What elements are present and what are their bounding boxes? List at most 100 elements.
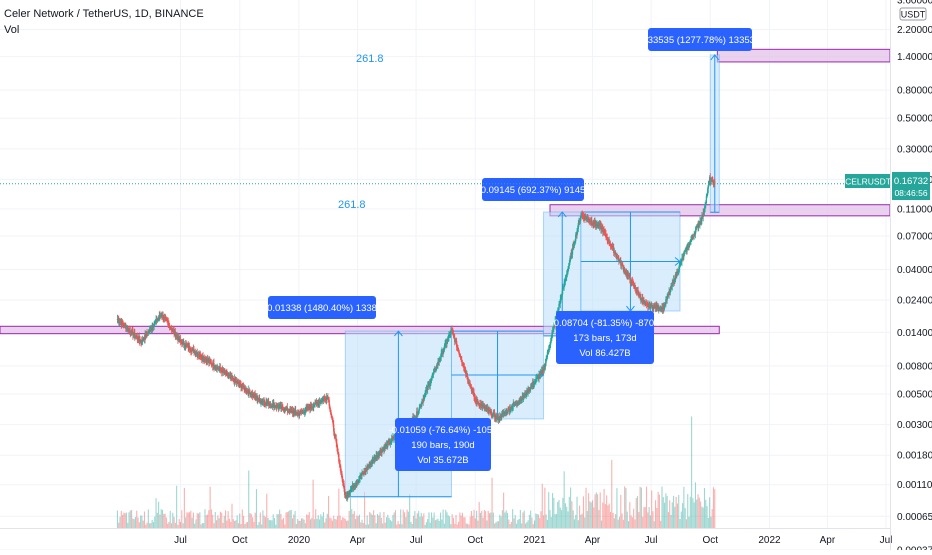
candle-body <box>644 302 646 304</box>
volume-bar <box>353 511 355 528</box>
candle-body <box>594 221 596 225</box>
candle-body <box>176 335 178 338</box>
candle-body <box>446 341 448 345</box>
candle-body <box>572 244 574 248</box>
candle-body <box>707 188 709 195</box>
volume-bar <box>221 512 223 528</box>
candle-body <box>640 297 642 301</box>
volume-bar <box>299 520 301 528</box>
candle-body <box>147 333 149 335</box>
volume-bar <box>275 524 277 528</box>
volume-bar <box>451 514 453 528</box>
candle-body <box>389 442 392 444</box>
candle-body <box>132 334 135 336</box>
volume-bar <box>518 519 520 528</box>
candle-body <box>393 438 395 439</box>
candle-body <box>231 375 233 379</box>
candle-body <box>439 357 442 360</box>
volume-bar <box>240 524 242 528</box>
volume-bar <box>656 508 658 528</box>
volume-bar <box>563 471 565 528</box>
volume-bar <box>203 523 205 528</box>
measure-label-text: -0.08704 (-81.35%) -8704 <box>551 318 660 329</box>
volume-bar <box>658 494 660 528</box>
volume-bar <box>362 523 364 528</box>
price-tick-label: 3.60000 <box>897 0 932 7</box>
candle-body <box>338 453 340 462</box>
volume-bar <box>581 513 583 528</box>
candle-body <box>168 324 171 329</box>
candle-body <box>568 262 570 266</box>
volume-bar <box>141 515 143 528</box>
candle-body <box>199 353 202 358</box>
volume-bar <box>398 524 400 528</box>
volume-bar <box>313 519 315 528</box>
candle-body <box>163 318 165 320</box>
volume-bar <box>122 514 124 528</box>
volume-bar <box>312 479 314 528</box>
volume-bar <box>678 494 680 528</box>
candle-body <box>657 305 659 310</box>
candle-body <box>140 340 142 343</box>
candle-body <box>424 392 426 395</box>
candle-body <box>244 387 247 391</box>
volume-bar <box>660 520 662 528</box>
volume-bar <box>651 490 653 528</box>
candle-body <box>430 378 433 381</box>
candle-body <box>561 290 563 297</box>
candle-body <box>132 330 134 336</box>
candle-body <box>463 367 466 369</box>
candle-body <box>663 303 666 309</box>
volume-bar <box>252 517 254 528</box>
volume-bar <box>326 513 328 528</box>
volume-bar <box>705 499 707 528</box>
candle-body <box>544 362 547 367</box>
volume-bar <box>254 512 256 528</box>
candle-body <box>330 412 332 416</box>
candle-body <box>709 177 711 182</box>
candle-body <box>674 280 676 282</box>
price-tick-label: 0.01400 <box>897 328 932 339</box>
candle-body <box>448 334 450 338</box>
candle-body <box>437 361 439 366</box>
candle-body <box>444 343 446 346</box>
candle-body <box>318 401 321 404</box>
volume-bar <box>436 519 438 528</box>
candle-body <box>125 325 127 330</box>
candle-body <box>501 413 503 418</box>
measure-arrowhead <box>710 54 720 61</box>
volume-bar <box>406 509 408 528</box>
candle-body <box>156 319 158 322</box>
volume-bar <box>445 509 447 528</box>
volume-bar <box>485 511 487 528</box>
volume-bar <box>383 512 385 528</box>
volume-bar <box>329 517 331 528</box>
volume-bar <box>509 524 511 528</box>
candle-body <box>543 365 545 372</box>
volume-bar <box>231 503 233 528</box>
candle-body <box>232 377 234 381</box>
candle-body <box>595 224 597 226</box>
candle-body <box>130 330 133 335</box>
candle-body <box>517 403 519 405</box>
candle-body <box>164 317 166 319</box>
price-tick-label: 0.80000 <box>897 86 932 97</box>
volume-bar <box>388 517 390 528</box>
candle-body <box>295 412 298 414</box>
candle-body <box>376 455 379 458</box>
volume-bar <box>286 512 288 528</box>
candle-body <box>501 413 504 415</box>
volume-bar <box>119 516 121 528</box>
candle-body <box>684 250 686 253</box>
volume-bar <box>152 522 155 528</box>
volume-bar <box>361 519 363 528</box>
candle-body <box>652 306 655 309</box>
candle-body <box>483 405 485 409</box>
candle-body <box>620 260 622 266</box>
volume-bar <box>195 519 197 528</box>
volume-bar <box>684 508 686 528</box>
candle-body <box>314 401 316 406</box>
volume-bar <box>255 489 258 528</box>
volume-bar <box>304 523 306 528</box>
